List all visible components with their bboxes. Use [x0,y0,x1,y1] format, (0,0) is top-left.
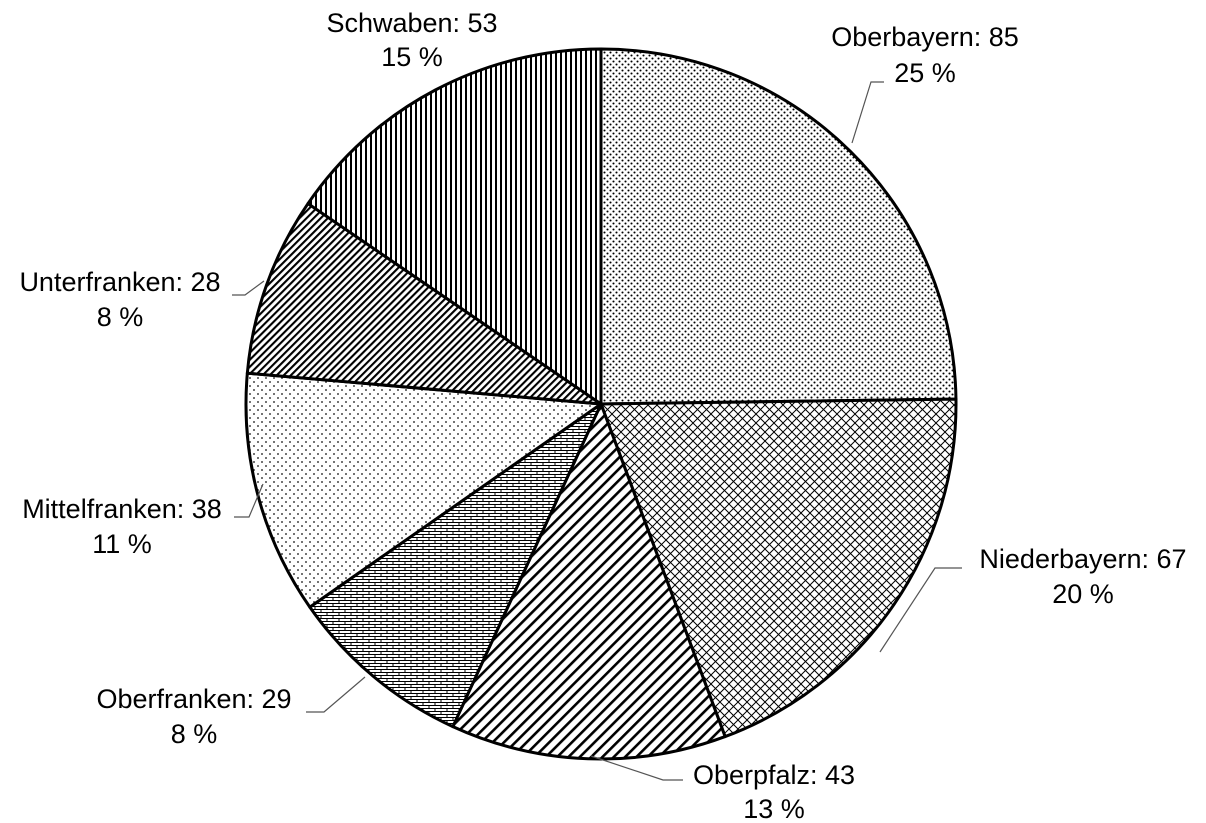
slice-oberpfalz [451,402,727,761]
slice-percent-mittelfranken: 11 % [92,529,152,559]
slice-label-unterfranken: Unterfranken: 28 [19,267,220,297]
leader-line-niederbayern [879,567,962,653]
leader-line-oberfranken [306,676,366,713]
slice-label-oberfranken: Oberfranken: 29 [96,684,291,714]
slice-labels: Oberbayern: 85 25 % Niederbayern: 67 20 % Ob… [19,8,1186,823]
slice-label-oberbayern: Oberbayern: 85 [831,22,1019,52]
leader-line-oberbayern [851,81,884,144]
leader-line-mittelfranken [234,483,264,518]
slice-oberfranken [308,402,603,729]
leader-lines [232,81,962,781]
slice-schwaben [306,47,603,406]
slice-label-niederbayern: Niederbayern: 67 [979,544,1186,574]
slice-percent-niederbayern: 20 % [1052,579,1114,609]
slice-percent-oberbayern: 25 % [894,58,956,88]
slice-oberbayern [599,47,958,406]
slice-niederbayern [599,397,958,739]
pie-slices [244,47,958,761]
slice-percent-schwaben: 15 % [381,42,443,72]
slice-percent-oberpfalz: 13 % [743,794,805,823]
slice-label-mittelfranken: Mittelfranken: 38 [22,494,222,524]
leader-line-unterfranken [232,280,265,296]
slice-percent-unterfranken: 8 % [97,302,144,332]
slice-percent-oberfranken: 8 % [171,719,218,749]
slice-label-schwaben: Schwaben: 53 [326,8,497,38]
leader-line-oberpfalz [590,755,683,781]
slice-unterfranken [245,202,603,406]
slice-label-oberpfalz: Oberpfalz: 43 [693,760,855,790]
